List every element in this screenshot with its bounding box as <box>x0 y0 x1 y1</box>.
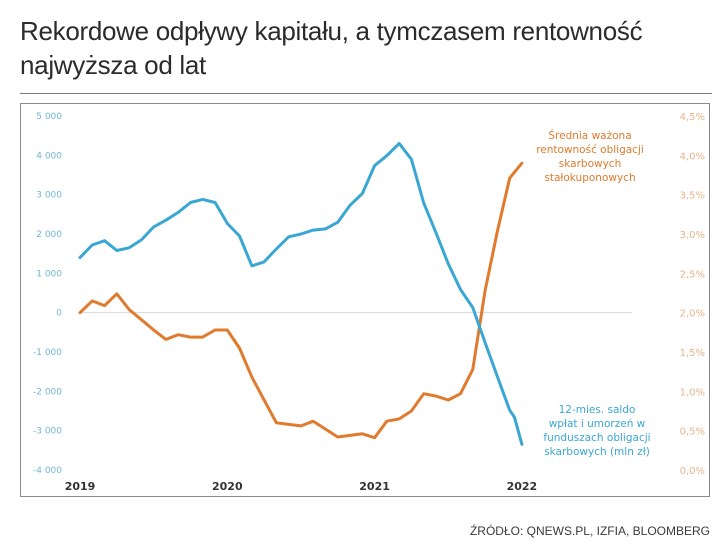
x-tick-label: 2022 <box>507 480 538 493</box>
x-tick-label: 2021 <box>359 480 390 493</box>
left-axis: 5 000 4 000 3 000 2 000 1 000 0 -1 000 -2 000 -3… <box>33 112 62 476</box>
right-tick-label: 1,5% <box>680 348 705 359</box>
title-divider <box>20 93 712 94</box>
right-tick-label: 2,0% <box>680 309 705 320</box>
title-line-1: Rekordowe odpływy kapitału, a tymczasem … <box>20 16 643 46</box>
x-axis: 2019 2020 2021 2022 <box>65 480 538 493</box>
fund-series-label: wpłat i umorzeń w <box>549 418 646 430</box>
left-tick-label: -1 000 <box>33 348 62 358</box>
yield-series-label: skarbowych <box>559 158 621 170</box>
series-labels: Średnia ważona rentowność obligacji skarbo… <box>536 129 650 458</box>
yield-series-label: stałokuponowych <box>544 172 635 184</box>
right-tick-label: 4,5% <box>680 112 705 123</box>
left-tick-label: 5 000 <box>36 112 62 122</box>
yield-series-label: Średnia ważona <box>548 129 631 142</box>
left-tick-label: -3 000 <box>33 427 62 437</box>
x-tick-label: 2019 <box>65 480 96 493</box>
right-tick-label: 0,5% <box>680 427 705 438</box>
left-tick-label: 3 000 <box>36 191 62 201</box>
left-tick-label: -2 000 <box>33 387 62 397</box>
fund-series-label: funduszach obligacji <box>543 432 650 444</box>
left-tick-label: -4 000 <box>33 466 62 476</box>
left-tick-label: 4 000 <box>36 151 62 161</box>
fund-series-label: 12-mies. saldo <box>559 404 636 416</box>
x-tick-label: 2020 <box>212 480 243 493</box>
right-axis: 4,5% 4,0% 3,5% 3,0% 2,5% 2,0% 1,5% 1,0% 0,5% 0,0% <box>680 112 705 477</box>
fund-series-label: skarbowych (mln zł) <box>544 446 650 458</box>
left-tick-label: 1 000 <box>36 269 62 279</box>
yield-series-label: rentowność obligacji <box>536 144 644 156</box>
right-tick-label: 1,0% <box>680 387 705 398</box>
left-tick-label: 2 000 <box>36 230 62 240</box>
series-line-bond-yield <box>78 161 524 440</box>
right-tick-label: 3,0% <box>680 230 705 241</box>
right-tick-label: 2,5% <box>680 269 705 280</box>
page-title: Rekordowe odpływy kapitału, a tymczasem … <box>20 14 700 82</box>
left-tick-label: 0 <box>56 309 62 319</box>
source-note: ŹRÓDŁO: QNEWS.PL, IZFIA, BLOOMBERG <box>469 524 710 538</box>
series-group <box>78 142 524 446</box>
title-line-2: najwyższa od lat <box>20 50 206 80</box>
right-tick-label: 3,5% <box>680 191 705 202</box>
chart-frame <box>20 103 710 497</box>
right-tick-label: 0,0% <box>680 466 705 477</box>
series-line-fund-balance <box>78 142 524 446</box>
right-tick-label: 4,0% <box>680 151 705 162</box>
